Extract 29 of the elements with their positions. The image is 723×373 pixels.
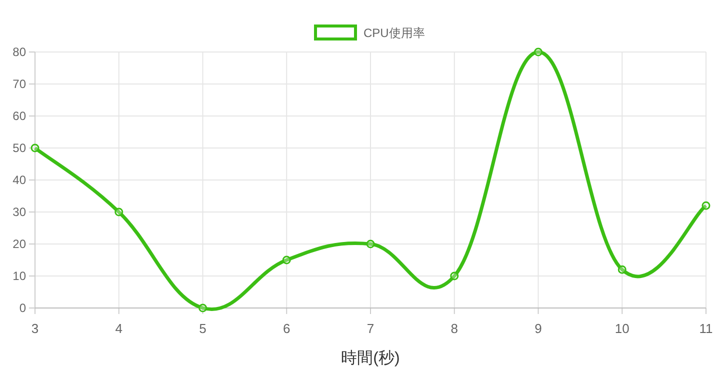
point xyxy=(618,265,626,274)
point xyxy=(366,240,375,248)
x-tick-label: 9 xyxy=(534,321,542,336)
point xyxy=(450,272,459,280)
point xyxy=(534,48,542,56)
y-tick-label: 0 xyxy=(19,301,26,315)
y-tick-label: 20 xyxy=(12,237,26,251)
y-tick-label: 10 xyxy=(12,269,26,283)
y-tick-label: 70 xyxy=(12,77,26,91)
x-tick-label: 5 xyxy=(199,321,206,336)
y-tick-label: 40 xyxy=(12,173,26,187)
x-tick-label: 10 xyxy=(614,321,630,336)
point xyxy=(30,144,40,152)
x-tick-label: 3 xyxy=(31,321,39,336)
point xyxy=(114,208,124,216)
y-tick-label: 30 xyxy=(12,205,26,219)
x-tick-label: 6 xyxy=(283,321,290,336)
point xyxy=(282,256,291,264)
y-tick-label: 60 xyxy=(12,109,26,123)
x-tick-label: 7 xyxy=(366,321,374,336)
y-tick-label: 50 xyxy=(12,141,26,155)
x-axis-title: 時間(秒) xyxy=(341,349,400,367)
x-tick-label: 11 xyxy=(699,321,713,336)
point xyxy=(702,201,710,210)
legend-label: CPU使用率 xyxy=(364,26,425,40)
x-tick-label: 4 xyxy=(115,321,122,336)
y-tick-label: 80 xyxy=(12,45,26,59)
point xyxy=(198,304,207,312)
x-tick-label: 8 xyxy=(450,321,458,336)
